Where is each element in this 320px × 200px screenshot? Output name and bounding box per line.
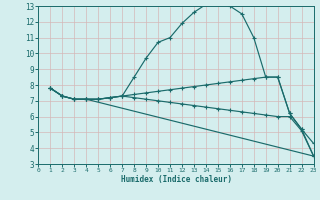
X-axis label: Humidex (Indice chaleur): Humidex (Indice chaleur) [121, 175, 231, 184]
